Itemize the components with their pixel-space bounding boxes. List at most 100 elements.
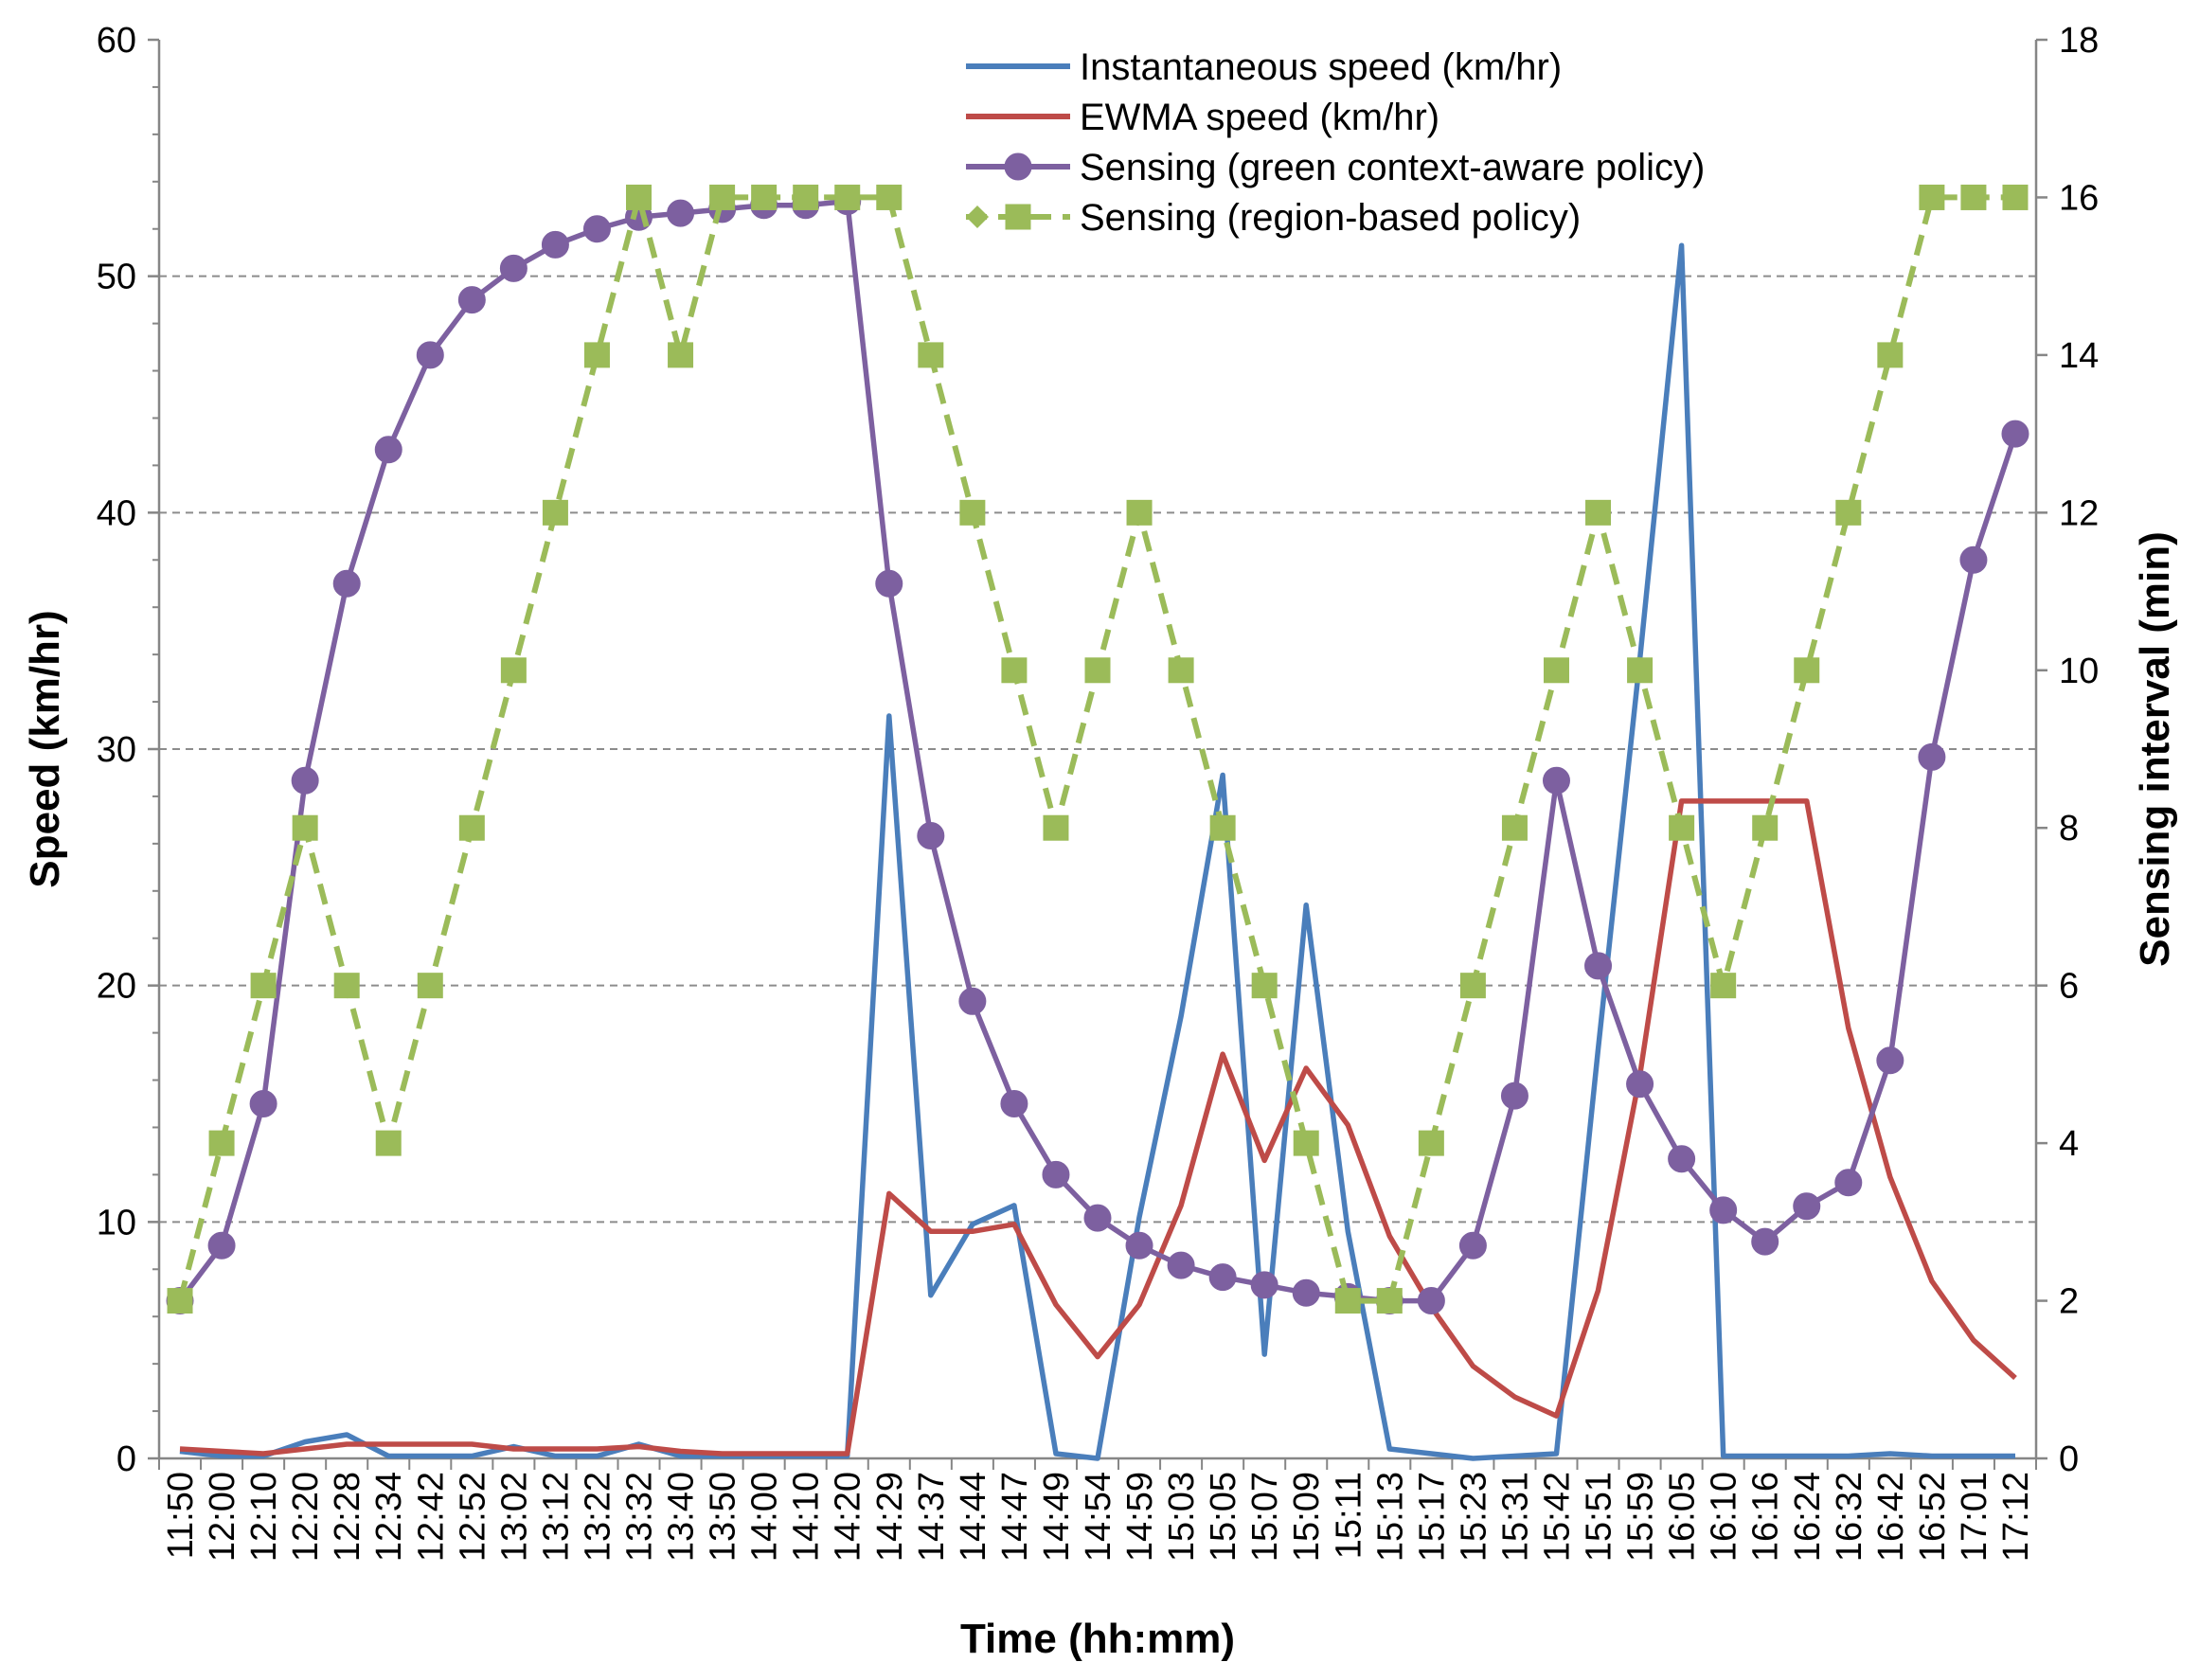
data-point [1709,1196,1738,1224]
x-tick-label: 15:07 [1245,1472,1285,1562]
data-point [417,973,443,999]
x-tick-label: 16:05 [1663,1472,1703,1562]
x-tick-label: 14:54 [1079,1472,1118,1562]
x-tick-label: 16:16 [1746,1472,1786,1562]
right-tick-label: 0 [2059,1439,2079,1479]
series-line [179,798,2017,1457]
x-tick-label: 13:40 [662,1472,702,1562]
data-point [457,286,486,314]
x-tick-label: 13:50 [704,1472,743,1562]
data-point [1835,499,1862,526]
data-point [1125,1231,1153,1260]
legend-entry: Sensing (region-based policy) [966,197,1581,239]
data-point [1292,1278,1320,1307]
data-point [375,1130,402,1156]
legend-marker [1004,152,1032,181]
data-point [1918,742,1946,771]
x-tick-label: 14:44 [954,1472,993,1562]
x-tick-label: 13:12 [536,1472,576,1562]
data-point [1042,1160,1070,1189]
series-2 [179,798,2017,1457]
data-point [1084,657,1111,684]
data-point [332,569,361,598]
x-tick-label: 15:51 [1580,1472,1619,1562]
data-point [1793,1192,1821,1221]
data-point [374,436,402,464]
legend-label: EWMA speed (km/hr) [1080,97,1439,138]
data-point [1627,657,1654,684]
right-tick-label: 6 [2059,967,2079,1007]
x-tick-label: 17:01 [1955,1472,1994,1562]
data-point [292,814,318,841]
data-point [1794,657,1820,684]
data-point [1501,814,1528,841]
data-point [1959,545,1988,574]
x-tick-label: 12:28 [328,1472,367,1562]
left-tick-label: 10 [97,1203,136,1242]
x-tick-label: 16:10 [1705,1472,1744,1562]
data-point [917,822,945,850]
data-point [1919,184,1945,210]
x-tick-label: 16:52 [1913,1472,1953,1562]
data-point [458,814,485,841]
x-tick-label: 14:00 [745,1472,785,1562]
legend-label: Sensing (region-based policy) [1080,197,1581,239]
x-tick-label: 15:31 [1495,1472,1535,1562]
data-point [1668,1145,1696,1173]
series-3 [166,188,2029,1315]
right-tick-label: 10 [2059,652,2099,691]
data-point [751,184,778,210]
x-tick-label: 15:13 [1370,1472,1410,1562]
data-point [1000,1090,1028,1117]
x-tick-label: 12:20 [286,1472,326,1562]
data-point [1834,1169,1863,1197]
data-point [918,342,944,368]
data-point [876,184,903,210]
x-tick-label: 15:59 [1621,1472,1661,1562]
data-point [626,184,653,210]
data-point [333,973,360,999]
x-axis-title: Time (hh:mm) [960,1616,1235,1662]
x-tick-label: 14:47 [995,1472,1035,1562]
data-point [1960,184,1987,210]
data-point [1334,1288,1361,1314]
data-point [1751,1227,1779,1256]
x-tick-label: 17:12 [1996,1472,2036,1562]
legend: Instantaneous speed (km/hr) EWMA speed (k… [966,46,1705,239]
data-point [1251,973,1278,999]
data-point [500,657,527,684]
data-point [1876,1046,1904,1075]
data-point [1459,973,1486,999]
data-point [542,499,568,526]
data-point [1710,973,1737,999]
y-axis-title: Speed (km/hr) [22,610,68,887]
data-point [1250,1271,1278,1299]
data-point [1083,1204,1112,1232]
data-point [1001,657,1028,684]
left-axis-ticks: 0 10 20 30 40 50 60 [97,21,159,1479]
data-point [1417,1287,1445,1315]
x-tick-label: 15:11 [1329,1472,1368,1559]
right-tick-label: 12 [2059,493,2099,533]
data-point [1043,814,1069,841]
data-point [709,184,736,210]
x-tick-label: 11:50 [161,1472,201,1559]
x-axis-ticks: 11:50 12:00 12:10 12:20 12:28 12:34 12:42 12:52… [158,1458,2037,1562]
x-tick-label: 15:09 [1287,1472,1327,1562]
data-point [958,987,987,1015]
legend-marker [1005,204,1031,230]
x-tick-label: 15:42 [1537,1472,1577,1562]
x-tick-label: 14:49 [1037,1472,1077,1562]
data-point [250,973,277,999]
data-point [1584,952,1613,980]
data-point [208,1130,235,1156]
left-tick-label: 20 [97,967,136,1007]
data-point [1585,499,1612,526]
x-tick-label: 13:22 [578,1472,617,1562]
legend-label: Instantaneous speed (km/hr) [1080,46,1562,88]
data-point [207,1231,236,1260]
right-tick-label: 14 [2059,336,2099,376]
x-tick-label: 15:17 [1412,1472,1452,1562]
data-point [1542,766,1570,795]
